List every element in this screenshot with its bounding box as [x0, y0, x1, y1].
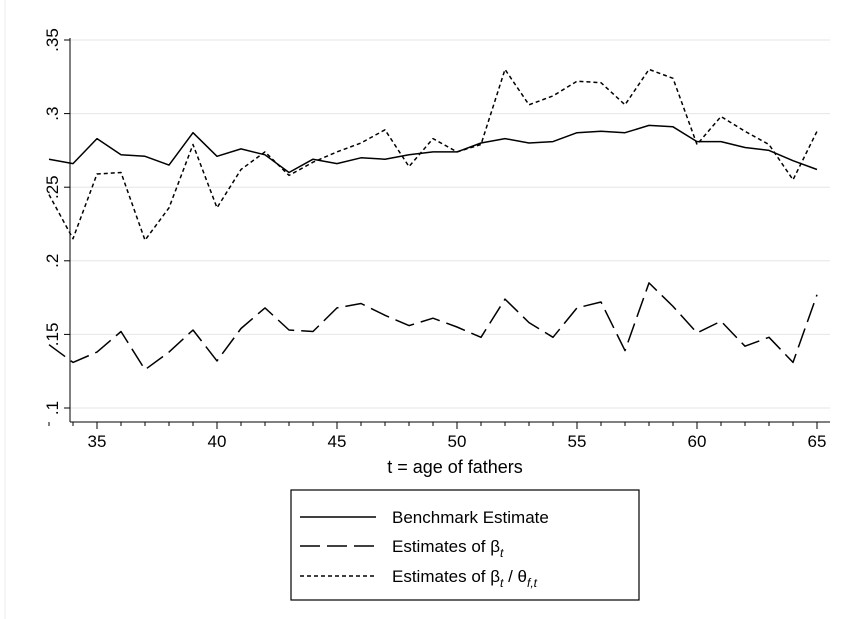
- x-tick-label: 40: [208, 432, 227, 451]
- legend-label-3: Estimates of βt / θf,t: [392, 567, 538, 590]
- x-tick-label: 50: [448, 432, 467, 451]
- series-lines: [48, 68, 818, 371]
- x-tick-label: 65: [808, 432, 827, 451]
- x-tick-label: 60: [688, 432, 707, 451]
- y-tick-label: .35: [43, 28, 62, 52]
- x-tick-label: 45: [328, 432, 347, 451]
- series-line-1: [48, 124, 818, 174]
- series-line-2: [48, 282, 818, 371]
- y-tick-label: .25: [43, 175, 62, 199]
- legend-label-mid: / θ: [503, 567, 527, 586]
- x-axis-title: t = age of fathers: [387, 457, 523, 477]
- axes: [48, 38, 830, 429]
- tick-labels: .1 .15 .2 .25 .3 .35 35 40 45 50 55 60 65: [43, 28, 826, 451]
- y-tick-label: .1: [43, 401, 62, 415]
- legend-label-sub2: f,t: [527, 576, 538, 590]
- y-tick-label: .3: [43, 107, 62, 121]
- legend-label-2: Estimates of βt: [392, 537, 504, 560]
- legend-box: [290, 489, 640, 601]
- legend-label-1: Benchmark Estimate: [392, 508, 549, 527]
- series-line-3: [48, 68, 818, 241]
- x-tick-label: 55: [568, 432, 587, 451]
- y-tick-label: .15: [43, 323, 62, 347]
- legend-label-sub: t: [500, 546, 504, 560]
- legend-label-main: Estimates of β: [392, 567, 500, 586]
- legend-label-sub: t: [500, 576, 504, 590]
- x-tick-label: 35: [88, 432, 107, 451]
- y-tick-label: .2: [43, 254, 62, 268]
- legend-label-main: Estimates of β: [392, 537, 500, 556]
